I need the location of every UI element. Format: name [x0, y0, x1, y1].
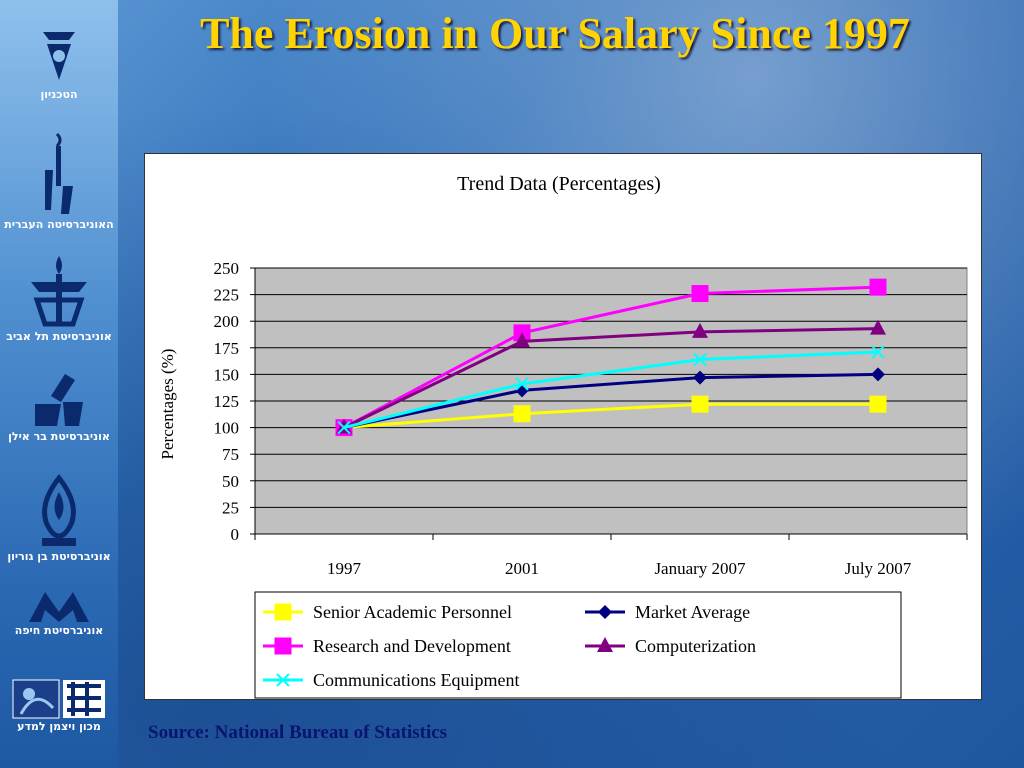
legend-label: Market Average [635, 602, 750, 622]
logo-technion: הטכניון [0, 28, 118, 102]
legend-item: Research and Development [263, 636, 511, 656]
series-communications-equipment [337, 345, 885, 435]
x-tick-label: 1997 [327, 559, 362, 578]
data-point [515, 377, 529, 391]
technion-logo-icon [43, 32, 75, 80]
y-tick-label: 0 [231, 525, 240, 544]
data-point [693, 352, 707, 367]
hebrew-university-logo-icon [45, 132, 73, 214]
series-line [343, 402, 878, 430]
legend-label: Communications Equipment [313, 670, 519, 690]
y-tick-label: 50 [222, 472, 239, 491]
series-line [343, 327, 879, 429]
series-line [343, 350, 879, 430]
data-point [515, 383, 529, 398]
logo-hebrew-university: האוניברסיטה העברית [0, 130, 118, 232]
logo-label-bar-ilan-university: אוניברסיטת בר אילן [8, 430, 110, 443]
data-point [597, 637, 613, 652]
data-point [869, 395, 887, 413]
source-note: Source: National Bureau of Statistics [148, 722, 448, 743]
legend-label: Computerization [635, 636, 756, 656]
chart-container: Trend Data (Percentages) 0 25 50 75 100 125 15… [144, 153, 982, 700]
data-point [693, 370, 707, 385]
x-tick-label: July 2007 [845, 559, 912, 578]
x-tick-label: January 2007 [654, 559, 746, 578]
data-point [514, 332, 530, 348]
ben-gurion-university-logo-icon [42, 474, 76, 546]
haifa-university-logo-icon [29, 592, 89, 622]
data-point [692, 322, 708, 338]
y-tick-label: 175 [214, 339, 240, 358]
data-point [274, 603, 292, 621]
data-point [337, 420, 351, 435]
x-tick-label: 2001 [505, 559, 539, 578]
y-tick-label: 25 [222, 498, 239, 517]
legend-label: Senior Academic Personnel [313, 602, 512, 622]
data-point [871, 367, 885, 382]
y-tick-label: 125 [214, 392, 240, 411]
legend-item: Computerization [585, 636, 756, 656]
logo-bar-ilan-university: אוניברסיטת בר אילן [0, 372, 118, 444]
line-chart: Trend Data (Percentages) 0 25 50 75 100 125 15… [158, 173, 968, 699]
legend-box [254, 591, 902, 699]
legend-item: Market Average [585, 602, 750, 622]
sidebar: הטכניון האוניברסיטה העברית אוניברסיטת תל… [0, 0, 118, 768]
data-point [274, 637, 292, 655]
data-point [276, 673, 290, 687]
data-point [513, 405, 531, 423]
logo-weizmann-institute: מכון ויצמן למדע [0, 678, 118, 734]
data-point [691, 395, 709, 413]
logo-tel-aviv-university: אוניברסיטת תל אביב [0, 252, 118, 344]
logo-label-technion: הטכניון [40, 88, 78, 101]
weizmann-institute-logo-icon [12, 679, 105, 719]
logo-ben-gurion-university: אוניברסיטת בן גוריון [0, 474, 118, 564]
legend-item: Communications Equipment [263, 670, 519, 690]
data-point [871, 345, 885, 359]
slide-title: The Erosion in Our Salary Since 1997 [200, 9, 910, 58]
x-axis-ticks: 1997 2001 January 2007 July 2007 [254, 534, 968, 578]
legend-item: Senior Academic Personnel [263, 602, 512, 622]
data-point [869, 278, 887, 296]
y-axis-label: Percentages (%) [158, 349, 177, 460]
logo-label-haifa-university: אוניברסיטת חיפה [14, 624, 104, 637]
chart-title: Trend Data (Percentages) [457, 173, 661, 195]
legend-label: Research and Development [313, 636, 511, 656]
series-line [343, 372, 879, 430]
logo-label-tel-aviv-university: אוניברסיטת תל אביב [6, 330, 112, 343]
y-tick-label: 250 [214, 259, 240, 278]
logo-label-hebrew-university: האוניברסיטה העברית [4, 218, 114, 231]
data-point [598, 605, 612, 619]
plot-area: 0 25 50 75 100 125 150 175 200 225 250 [214, 259, 968, 544]
bar-ilan-university-logo-icon [35, 374, 83, 426]
legend: Senior Academic Personnel Market Average R… [254, 591, 902, 699]
y-tick-label: 75 [222, 445, 239, 464]
tel-aviv-university-logo-icon [31, 256, 87, 327]
logo-haifa-university: אוניברסיטת חיפה [0, 588, 118, 638]
y-tick-label: 225 [214, 286, 240, 305]
y-tick-label: 100 [214, 419, 240, 438]
series-line [343, 285, 879, 429]
y-tick-label: 200 [214, 312, 240, 331]
y-tick-label: 150 [214, 365, 240, 384]
logo-label-ben-gurion-university: אוניברסיטת בן גוריון [7, 550, 111, 563]
data-point [691, 285, 709, 303]
logo-label-weizmann-institute: מכון ויצמן למדע [17, 720, 101, 733]
data-point [870, 319, 886, 335]
